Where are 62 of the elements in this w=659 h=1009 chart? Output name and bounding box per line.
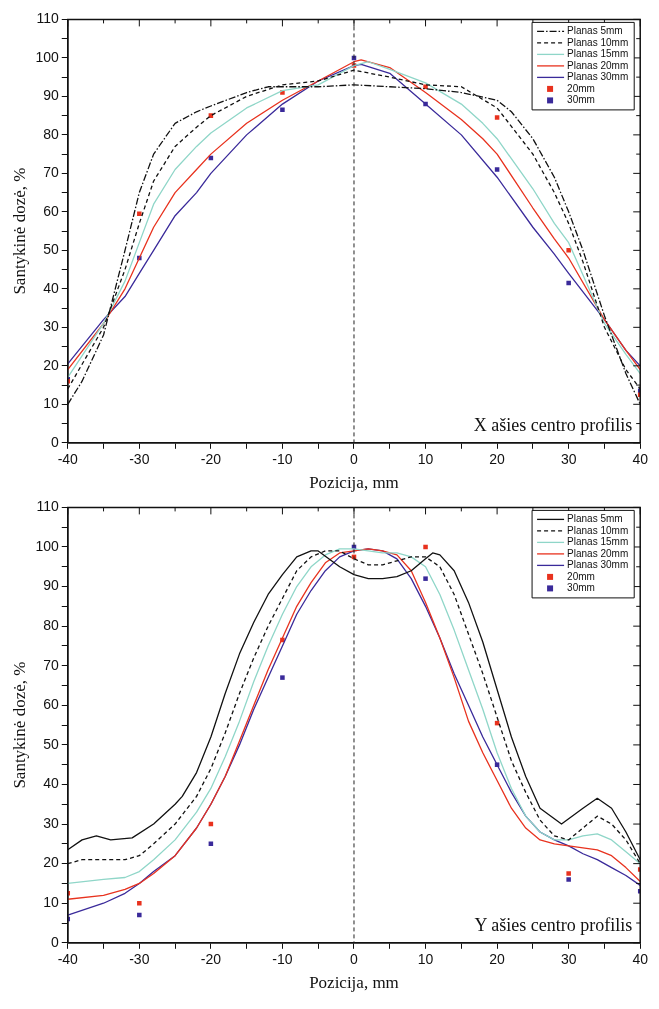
y-tick-label: 90	[43, 577, 59, 594]
legend-label: Planas 5mm	[567, 513, 623, 525]
y-tick-label: 40	[43, 775, 59, 792]
y-tick-label: 0	[50, 433, 59, 450]
x-tick-label: -10	[272, 451, 293, 468]
y-tick-label: 0	[50, 933, 59, 950]
x-tick-label: 10	[417, 451, 434, 468]
legend-label: Planas 20mm	[567, 547, 629, 559]
y-tick-label: 20	[43, 854, 59, 871]
annotation: Y ašies centro profilis	[474, 914, 633, 935]
x-tick-label: -20	[200, 451, 222, 468]
legend-label: 30mm	[567, 582, 595, 594]
y-tick-label: 40	[43, 279, 59, 296]
x-tick-label: -40	[57, 951, 79, 968]
legend-label: 20mm	[567, 570, 595, 582]
y-tick-label: 50	[43, 241, 59, 258]
legend-label: Planas 15mm	[567, 48, 629, 60]
x-tick-label: 20	[489, 451, 506, 468]
legend-label: Planas 10mm	[567, 524, 629, 536]
legend-label: Planas 30mm	[567, 71, 629, 83]
x-tick-label: -10	[272, 951, 293, 968]
y-tick-label: 20	[43, 356, 59, 373]
x-tick-label: 0	[350, 451, 359, 468]
y-axis-title: Santykinė dozė, %	[9, 661, 29, 789]
y-tick-label: 100	[35, 537, 59, 554]
legend-label: Planas 10mm	[567, 36, 629, 48]
y-tick-label: 50	[43, 735, 59, 752]
x-tick-label: -30	[129, 951, 150, 968]
y-tick-label: 100	[35, 48, 59, 65]
x-tick-label: 30	[560, 451, 577, 468]
y-tick-label: 10	[43, 894, 59, 911]
legend-label: Planas 15mm	[567, 536, 629, 548]
y-tick-label: 80	[43, 617, 59, 633]
x-axis-title: Pozicija, mm	[309, 973, 399, 993]
x-tick-label: -40	[57, 451, 79, 468]
y-tick-label: 10	[43, 395, 59, 412]
y-tick-label: 70	[43, 656, 59, 673]
y-tick-label: 90	[43, 87, 59, 104]
y-tick-label: 60	[43, 696, 59, 713]
x-tick-label: 20	[489, 951, 506, 968]
y-tick-label: 80	[43, 125, 59, 142]
x-tick-label: 10	[417, 951, 434, 968]
x-tick-label: -30	[129, 451, 150, 468]
y-tick-label: 30	[43, 814, 59, 831]
y-tick-label: 70	[43, 164, 59, 181]
y-axis-title: Santykinė dozė, %	[9, 167, 29, 295]
legend-label: Planas 5mm	[567, 25, 623, 37]
y-tick-label: 30	[43, 318, 59, 335]
legend-label: 20mm	[567, 82, 595, 94]
legend-label: 30mm	[567, 94, 595, 106]
x-axis-title: Pozicija, mm	[309, 473, 399, 493]
y-tick-label: 110	[36, 10, 59, 27]
x-tick-label: 40	[632, 451, 649, 468]
annotation: X ašies centro profilis	[473, 414, 633, 435]
x-tick-label: -20	[200, 951, 222, 968]
y-tick-label: 110	[36, 498, 59, 515]
x-tick-label: 30	[560, 951, 577, 968]
x-tick-label: 0	[350, 951, 359, 968]
y-tick-label: 60	[43, 202, 59, 219]
x-tick-label: 40	[632, 951, 649, 968]
legend-label: Planas 20mm	[567, 59, 629, 71]
legend-label: Planas 30mm	[567, 559, 629, 571]
